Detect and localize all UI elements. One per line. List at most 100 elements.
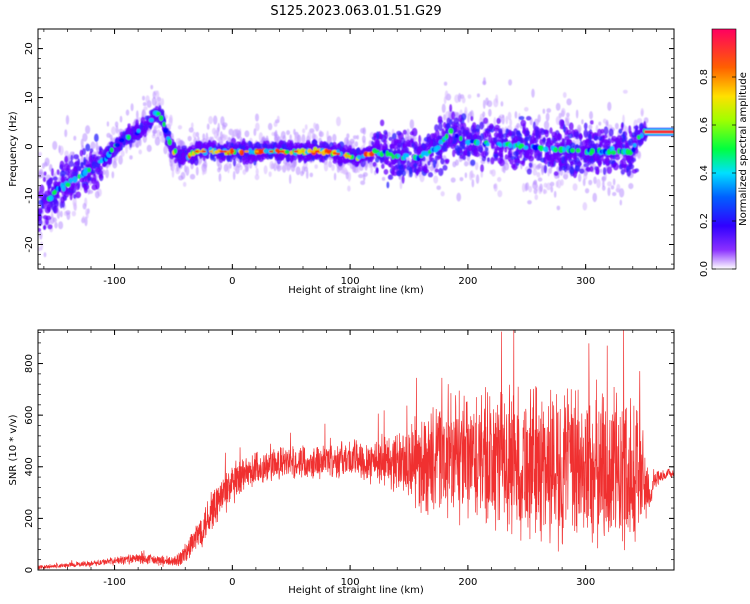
spectral-noise-point xyxy=(593,176,597,185)
spectral-band-point xyxy=(437,115,443,123)
spectrogram-xtick-label: -100 xyxy=(103,276,126,287)
spectral-noise-point xyxy=(40,241,44,251)
spectral-ridge-point xyxy=(542,146,549,153)
spectral-band-point xyxy=(612,162,619,171)
spectral-band-point xyxy=(535,129,540,139)
spectral-noise-point xyxy=(532,168,538,176)
spectral-band-point xyxy=(68,160,74,167)
spectral-noise-point xyxy=(463,161,469,167)
spectral-band-point xyxy=(434,168,439,173)
spectral-band-point xyxy=(443,130,447,136)
spectral-band-point xyxy=(423,163,428,173)
spectral-ridge-point xyxy=(173,148,178,154)
spectral-band-point xyxy=(484,146,489,152)
spectral-noise-point xyxy=(341,167,348,175)
snr-ticks: -100 0 100 200 300 0 200 400 600 800 xyxy=(24,330,674,588)
spectral-band-point xyxy=(404,146,410,155)
spectral-ridge-point xyxy=(307,148,312,154)
spectral-band-point xyxy=(467,143,473,152)
spectral-noise-point xyxy=(220,116,225,126)
spectral-noise-point xyxy=(524,182,528,192)
spectral-noise-point xyxy=(52,140,58,150)
spectrogram-xtick-label: 300 xyxy=(576,276,595,287)
spectral-noise-point xyxy=(457,92,462,103)
snr-frame xyxy=(37,329,675,571)
spectral-noise-point xyxy=(115,125,119,134)
spectral-band-point xyxy=(571,153,576,160)
spectral-ridge-point xyxy=(239,149,245,156)
spectral-band-point xyxy=(461,113,467,121)
spectral-noise-point xyxy=(295,166,301,176)
spectral-noise-point xyxy=(105,169,109,179)
spectral-band-point xyxy=(438,122,443,132)
spectral-noise-point xyxy=(218,173,222,182)
spectral-band-point xyxy=(448,135,453,144)
spectral-noise-point xyxy=(273,131,278,137)
spectral-noise-point xyxy=(323,161,329,172)
colorbar-tick-label: 0.8 xyxy=(699,69,710,85)
spectral-peak-point xyxy=(254,150,260,153)
spectral-band-point xyxy=(600,128,605,134)
spectral-noise-point xyxy=(253,128,257,136)
spectral-band-point xyxy=(441,128,445,137)
spectral-band-point xyxy=(59,160,65,169)
spectral-ridge-point xyxy=(65,182,71,187)
spectral-band-point xyxy=(375,131,380,140)
spectral-band-point xyxy=(267,143,274,148)
spectral-band-point xyxy=(620,168,626,175)
spectral-band-point xyxy=(401,175,405,184)
spectral-noise-point xyxy=(493,183,498,192)
spectral-peak-point xyxy=(258,150,263,153)
spectral-band-point xyxy=(620,122,624,131)
spectral-band-point xyxy=(522,123,526,131)
spectral-ridge-point xyxy=(248,148,253,155)
spectral-ridge-point xyxy=(289,150,293,155)
spectral-band-point xyxy=(332,159,338,164)
spectral-noise-point xyxy=(288,174,292,185)
spectral-noise-point xyxy=(450,177,456,183)
spectral-noise-point xyxy=(612,178,616,186)
spectral-band-point xyxy=(102,162,107,168)
spectral-noise-point xyxy=(566,112,570,118)
spectral-band-point xyxy=(634,128,639,138)
spectral-band-point xyxy=(77,180,81,189)
spectral-band-point xyxy=(472,122,477,129)
spectral-band-point xyxy=(488,123,495,130)
spectral-band-point xyxy=(537,152,543,161)
spectral-noise-point xyxy=(154,136,161,146)
spectral-band-point xyxy=(499,158,505,167)
spectral-noise-point xyxy=(85,208,89,216)
spectral-band-point xyxy=(364,157,368,162)
spectral-noise-point xyxy=(176,164,179,172)
spectral-band-point xyxy=(46,179,53,185)
spectral-noise-point xyxy=(619,188,625,198)
spectral-noise-point xyxy=(286,130,291,136)
spectral-noise-point xyxy=(480,171,484,178)
spectral-band-point xyxy=(488,134,493,144)
spectral-noise-point xyxy=(550,186,554,193)
spectral-band-point xyxy=(238,154,243,160)
spectral-noise-point xyxy=(537,114,541,123)
spectral-band-point xyxy=(79,149,84,157)
spectral-band-point xyxy=(523,136,530,142)
spectral-band-point xyxy=(46,207,52,212)
spectral-band-point xyxy=(618,128,623,134)
spectral-band-point xyxy=(38,190,41,199)
spectral-band-point xyxy=(400,137,406,146)
spectral-band-point xyxy=(456,146,461,156)
spectral-band-point xyxy=(98,150,103,155)
spectral-band-point xyxy=(388,136,393,142)
spectral-band-point xyxy=(311,155,315,162)
spectral-band-point xyxy=(470,115,474,122)
spectral-band-point xyxy=(387,174,394,180)
spectral-noise-point xyxy=(328,160,332,168)
spectral-noise-point xyxy=(39,231,43,240)
spectral-noise-point xyxy=(467,94,472,99)
spectral-band-point xyxy=(276,156,282,165)
spectral-band-point xyxy=(593,134,599,141)
spectral-noise-point xyxy=(575,109,579,119)
spectral-noise-point xyxy=(346,133,350,139)
spectral-noise-point xyxy=(614,122,619,130)
spectral-band-point xyxy=(629,130,633,138)
